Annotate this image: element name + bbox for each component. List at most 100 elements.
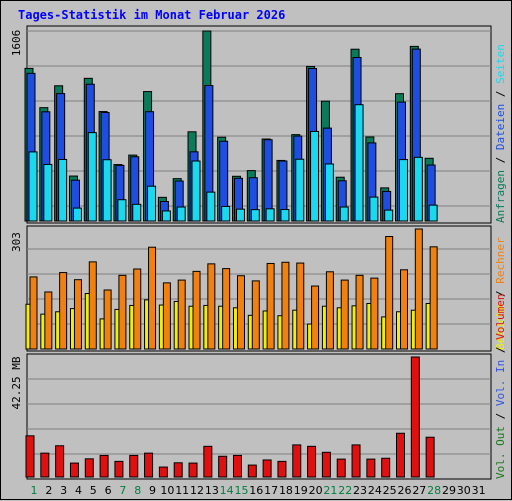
bar-rechner (29, 276, 38, 350)
y-max-label: 42.25 MB (10, 356, 23, 409)
bar-seiten (117, 199, 127, 222)
bar-seiten (176, 206, 186, 222)
bar-seiten (369, 196, 379, 222)
x-tick-label: 9 (149, 484, 156, 497)
legend-middle: Besuche / Rechner (494, 237, 507, 350)
bar-rechner (88, 261, 97, 350)
bar-rechner (266, 262, 275, 350)
bar-seiten (28, 151, 38, 222)
bar-volumen (232, 454, 242, 478)
bar-volumen (292, 444, 302, 478)
bar-seiten (428, 204, 438, 222)
bar-rechner (177, 279, 186, 350)
bar-rechner (222, 268, 231, 350)
bar-seiten (191, 160, 201, 222)
legend-dateien: Dateien (494, 104, 507, 150)
legend-separator: / (494, 150, 507, 170)
bar-seiten (250, 209, 260, 222)
bar-seiten (280, 209, 290, 222)
x-tick-label: 29 (442, 484, 456, 497)
x-tick-label: 14 (220, 484, 234, 497)
bar-volumen (247, 464, 257, 478)
bar-rechner (311, 285, 320, 350)
x-tick-label: 22 (338, 484, 352, 497)
chart-title: Tages-Statistik im Monat Februar 2026 (18, 8, 286, 22)
bar-seiten (58, 158, 68, 222)
x-tick-label: 1 (31, 484, 38, 497)
bar-volumen (321, 451, 331, 478)
bar-volumen (351, 444, 361, 478)
bar-rechner (340, 279, 349, 350)
bar-rechner (281, 261, 290, 350)
legend-volumen: Volumen (494, 294, 507, 340)
bar-volumen (203, 445, 213, 478)
bar-rechner (162, 282, 171, 350)
bar-rechner (251, 280, 260, 350)
bar-volumen (173, 462, 183, 478)
bar-volumen (336, 458, 346, 478)
x-tick-label: 4 (75, 484, 82, 497)
bar-volumen (129, 454, 139, 478)
bar-seiten (295, 158, 305, 222)
bar-seiten (384, 209, 394, 222)
bar-rechner (325, 271, 334, 350)
bar-volumen (114, 460, 124, 478)
bar-seiten (310, 130, 320, 222)
x-tick-label: 15 (234, 484, 248, 497)
bar-seiten (132, 203, 142, 222)
bar-volumen (381, 457, 391, 478)
x-tick-label: 5 (90, 484, 97, 497)
bar-seiten (206, 191, 216, 222)
x-tick-label: 17 (264, 484, 278, 497)
bar-volumen (307, 445, 317, 478)
legend-separator: / (494, 284, 507, 304)
bar-rechner (148, 246, 157, 350)
bar-rechner (59, 272, 68, 350)
x-tick-label: 23 (353, 484, 367, 497)
bar-rechner (296, 262, 305, 350)
x-tick-label: 31 (472, 484, 486, 497)
bar-rechner (103, 289, 112, 350)
legend-vol-in: Vol. In (494, 360, 507, 406)
x-tick-label: 28 (427, 484, 441, 497)
bar-seiten (221, 205, 231, 222)
x-tick-label: 26 (398, 484, 412, 497)
bar-rechner (400, 269, 408, 350)
x-tick-label: 3 (60, 484, 67, 497)
x-tick-label: 20 (309, 484, 323, 497)
y-max-label: 1606 (10, 30, 23, 57)
x-tick-label: 10 (160, 484, 174, 497)
bar-volumen (158, 466, 168, 478)
bar-volumen (25, 435, 35, 478)
bar-rechner (192, 270, 201, 350)
y-max-label: 303 (10, 232, 23, 252)
bar-volumen (218, 455, 228, 478)
legend-seiten: Seiten (494, 44, 507, 84)
x-tick-label: 7 (119, 484, 126, 497)
bar-seiten (43, 163, 53, 222)
bar-seiten (87, 132, 97, 222)
legend-besuche: Besuche (494, 304, 507, 350)
x-tick-label: 21 (323, 484, 337, 497)
x-tick-label: 2 (45, 484, 52, 497)
x-tick-label: 25 (383, 484, 397, 497)
bar-volumen (366, 458, 376, 478)
bar-volumen (99, 454, 109, 478)
x-tick-label: 8 (134, 484, 141, 497)
bar-volumen (410, 356, 420, 478)
bar-volumen (188, 462, 198, 478)
bar-seiten (399, 159, 408, 222)
legend-top: Anfragen / Dateien / Seiten (494, 44, 507, 223)
bar-rechner (207, 263, 216, 350)
bar-seiten (324, 163, 334, 222)
legend-separator: / (494, 406, 507, 426)
bar-volumen (84, 458, 94, 478)
bar-seiten (147, 185, 157, 222)
bar-rechner (355, 274, 364, 350)
bar-rechner (236, 275, 245, 350)
bar-volumen (55, 445, 65, 478)
x-tick-label: 11 (175, 484, 189, 497)
bar-rechner (370, 277, 379, 350)
bar-volumen (262, 459, 272, 478)
